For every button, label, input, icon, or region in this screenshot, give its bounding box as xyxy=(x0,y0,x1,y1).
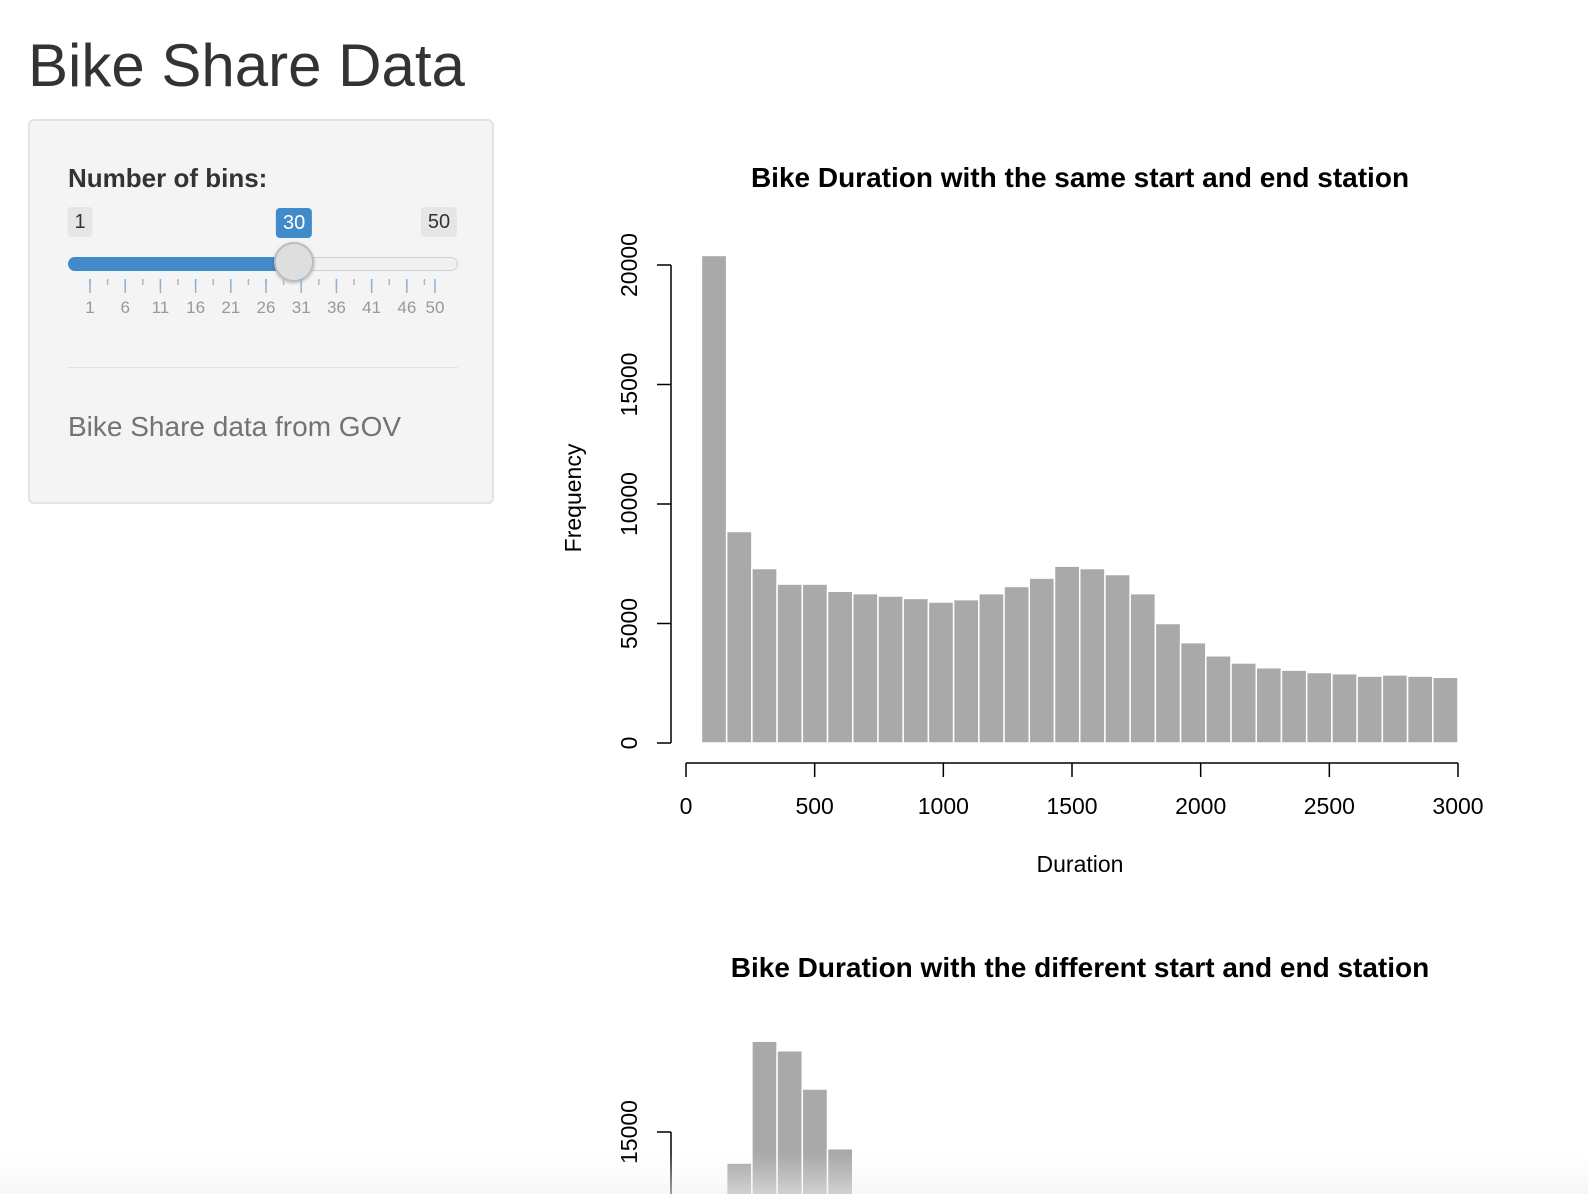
bins-slider-label: Number of bins: xyxy=(68,163,268,193)
x-tick-label: 1500 xyxy=(1046,793,1097,819)
page-title: Bike Share Data xyxy=(28,32,465,99)
x-tick-label: 0 xyxy=(680,793,693,819)
histogram-bar xyxy=(751,567,778,744)
slider-grid-label: 41 xyxy=(362,298,381,317)
histogram-bar xyxy=(1205,655,1232,744)
histogram-bar xyxy=(751,1040,778,1194)
histogram-bar xyxy=(1003,585,1031,744)
slider-min-label: 1 xyxy=(67,207,93,237)
chart-title: Bike Duration with the same start and en… xyxy=(751,162,1409,193)
slider-value-badge: 30 xyxy=(276,208,313,238)
y-tick-label: 0 xyxy=(616,737,642,750)
histogram-bar xyxy=(1230,662,1258,744)
histogram-bar xyxy=(1028,577,1056,744)
histogram-bar xyxy=(1154,622,1182,744)
histogram-bar xyxy=(776,583,804,744)
slider-grid: 1 6 11 16 21 26 31 36 41 46 50 xyxy=(85,279,445,317)
histogram-bar xyxy=(700,254,728,744)
slider-grid-label: 11 xyxy=(152,298,170,317)
histogram-bar xyxy=(826,1147,854,1194)
slider-grid-label: 36 xyxy=(327,298,346,317)
histogram-bar xyxy=(1104,573,1131,744)
histogram-bar xyxy=(1331,672,1358,744)
histogram-bar xyxy=(1255,666,1283,744)
histogram-bar xyxy=(978,592,1005,744)
histogram-bar xyxy=(1432,676,1459,744)
bins-slider[interactable]: 1 50 30 1 6 11 16 21 26 31 36 41 46 50 xyxy=(67,207,458,317)
sidebar-divider xyxy=(68,367,458,368)
sidebar-help-text: Bike Share data from GOV xyxy=(68,411,402,442)
histogram-bar xyxy=(1406,675,1434,744)
histogram-bar xyxy=(826,590,854,744)
y-tick-label: 5000 xyxy=(616,598,642,649)
slider-grid-label: 1 xyxy=(85,298,94,317)
histogram-bar xyxy=(1305,671,1333,744)
x-tick-label: 500 xyxy=(795,793,833,819)
y-axis-label: Frequency xyxy=(560,443,586,552)
x-tick-label: 1000 xyxy=(918,793,969,819)
x-axis-label: Duration xyxy=(1037,851,1124,877)
histogram-bar xyxy=(801,583,829,744)
histogram-bar xyxy=(1381,674,1409,744)
slider-fill-bar xyxy=(68,257,295,271)
histogram-bar xyxy=(801,1088,829,1194)
slider-max-label: 50 xyxy=(420,207,458,237)
y-tick-label: 15000 xyxy=(616,1100,642,1164)
histogram-bar xyxy=(725,1162,753,1194)
histogram-bar xyxy=(1078,567,1106,744)
histogram-bar xyxy=(1179,641,1207,744)
histogram-bar xyxy=(1356,675,1384,744)
histogram-bar xyxy=(952,598,980,744)
x-tick-label: 2500 xyxy=(1304,793,1355,819)
histogram-bar xyxy=(725,530,753,744)
histogram-bar xyxy=(927,601,955,744)
histogram-bar xyxy=(776,1049,804,1194)
histogram-bar xyxy=(902,597,930,744)
slider-grid-label: 31 xyxy=(292,298,311,317)
y-tick-label: 20000 xyxy=(616,233,642,297)
histogram-bar xyxy=(1053,565,1081,744)
y-tick-label: 10000 xyxy=(616,472,642,536)
slider-grid-label: 26 xyxy=(257,298,276,317)
slider-handle[interactable] xyxy=(274,242,315,282)
slider-grid-label: 6 xyxy=(120,298,129,317)
slider-grid-label: 16 xyxy=(186,298,205,317)
histogram-bar xyxy=(877,595,904,744)
x-tick-label: 3000 xyxy=(1432,793,1483,819)
x-tick-label: 2000 xyxy=(1175,793,1226,819)
histogram-bar xyxy=(852,592,879,744)
slider-grid-label: 21 xyxy=(221,298,240,317)
histogram-same-station: Bike Duration with the same start and en… xyxy=(560,162,1484,877)
histogram-bar xyxy=(1129,592,1157,744)
histogram-different-station: Bike Duration with the different start a… xyxy=(616,952,1430,1194)
slider-grid-label: 46 xyxy=(397,298,416,317)
chart-title: Bike Duration with the different start a… xyxy=(731,952,1430,983)
slider-grid-label: 50 xyxy=(426,298,445,317)
sidebar-panel: Number of bins: 1 50 30 1 6 11 16 21 26 31 36 41… xyxy=(28,119,494,504)
y-tick-label: 15000 xyxy=(616,353,642,417)
histogram-bar xyxy=(1280,669,1308,744)
